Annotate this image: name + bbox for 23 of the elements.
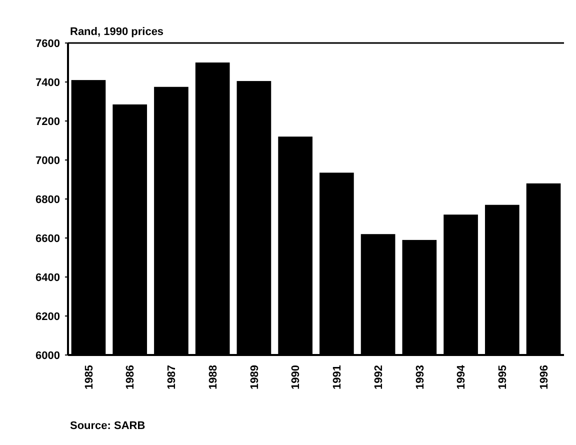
x-tick-label: 1986 (124, 365, 137, 390)
y-tick-label: 6400 (36, 272, 60, 284)
y-tick-label: 6000 (36, 350, 60, 362)
x-tick-label: 1990 (290, 365, 302, 390)
x-tick-label: 1985 (83, 365, 96, 390)
x-tick-label: 1988 (207, 365, 220, 390)
x-tick-label: 1991 (332, 365, 344, 390)
source-note: Source: SARB (70, 420, 146, 432)
y-axis-title: Rand, 1990 prices (70, 26, 164, 38)
y-tick-label: 7400 (36, 76, 60, 89)
x-tick-label: 1994 (456, 364, 468, 390)
x-tick-label: 1993 (414, 365, 426, 390)
x-tick-label: 1995 (497, 365, 510, 390)
x-tick-label: 1996 (538, 365, 550, 390)
y-tick-label: 6200 (36, 310, 60, 323)
y-tick-label: 7600 (36, 38, 60, 50)
y-tick-label: 6600 (36, 232, 60, 245)
x-tick-label: 1987 (166, 365, 178, 390)
y-tick-label: 7200 (36, 116, 60, 128)
x-tick-label: 1989 (248, 365, 261, 390)
y-tick-label: 7000 (36, 154, 60, 167)
y-tick-label: 6800 (36, 194, 60, 206)
x-tick-label: 1992 (372, 365, 385, 390)
